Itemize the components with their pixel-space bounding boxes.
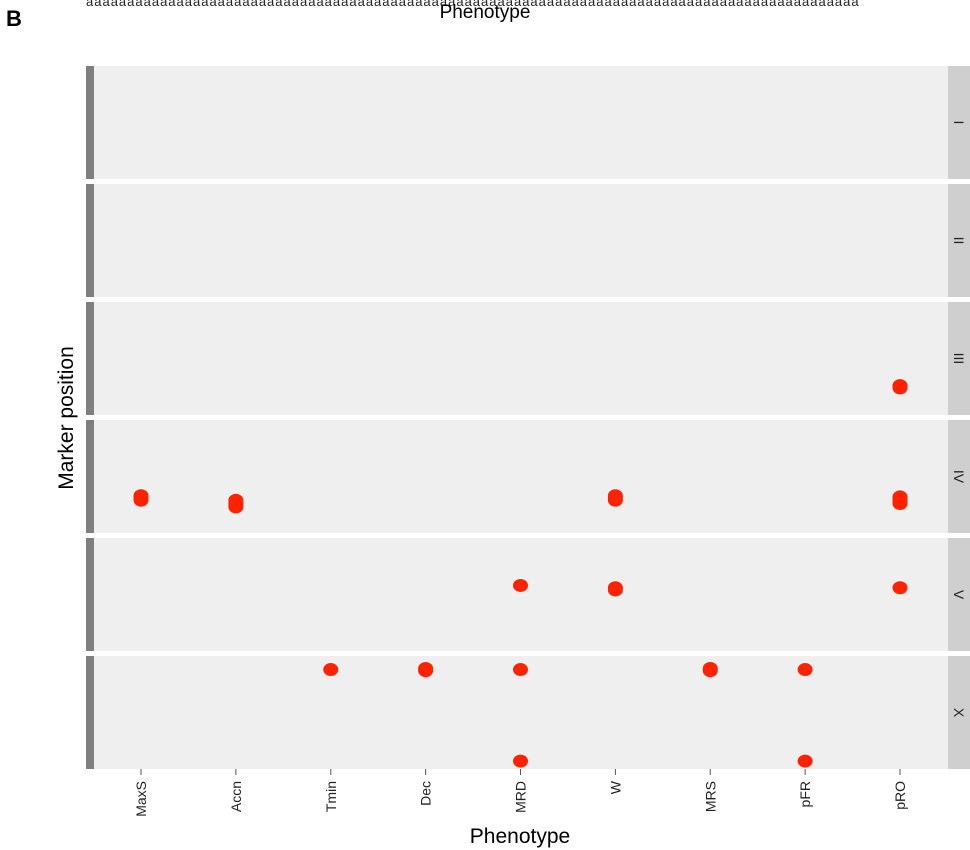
data-point-X-pFR (797, 754, 813, 768)
facet-left-bar (86, 656, 94, 769)
facet-left-bar (86, 302, 94, 415)
facet-strip-I (948, 66, 970, 179)
facet-strip-X (948, 656, 970, 769)
data-point-X-Tmin (323, 663, 339, 677)
data-point-IV-Accn (228, 500, 244, 514)
facet-left-bar (86, 184, 94, 297)
x-tick-label-Accn: Accn (228, 781, 244, 812)
facet-panel-I (94, 66, 948, 179)
facet-left-bar (86, 538, 94, 651)
x-tick-label-MRS: MRS (702, 781, 718, 812)
facet-panel-V (94, 538, 948, 651)
top-axis-title: Phenotype (439, 2, 531, 23)
facet-left-bar (86, 66, 94, 179)
data-point-X-MRD (513, 663, 528, 677)
data-point-V-MRD (513, 578, 528, 592)
facet-label-V: V (951, 590, 967, 600)
x-tick-label-MRD: MRD (513, 781, 529, 813)
facet-label-IV: IV (951, 470, 967, 484)
x-axis-label: Phenotype (470, 825, 570, 848)
facet-label-III: III (951, 353, 967, 365)
facet-panel-III (94, 302, 948, 415)
x-tick-label-pRO: pRO (892, 781, 908, 810)
x-tick-label-W: W (607, 780, 623, 794)
facet-strip-IV (948, 420, 970, 533)
data-point-III-pRO (892, 381, 908, 395)
data-point-X-MRD (513, 754, 528, 768)
facet-strip-V (948, 538, 970, 651)
facet-panel-II (94, 184, 948, 297)
facet-left-bar (86, 420, 94, 533)
x-tick-label-Tmin: Tmin (323, 781, 339, 812)
x-tick-label-pFR: pFR (797, 781, 813, 807)
facet-strip-II (948, 184, 970, 297)
data-point-X-pFR (797, 663, 813, 677)
data-point-IV-W (607, 493, 623, 507)
x-tick-label-Dec: Dec (418, 781, 434, 806)
data-points (133, 379, 908, 768)
data-point-X-MRS (702, 664, 718, 678)
data-point-X-Dec (418, 664, 434, 678)
data-point-IV-MaxS (133, 493, 149, 507)
data-point-V-pRO (892, 581, 908, 595)
facet-label-I: I (951, 121, 967, 125)
facet-strip-III (948, 302, 970, 415)
y-axis-label: Marker position (55, 346, 78, 490)
data-point-IV-pRO (892, 497, 908, 511)
x-tick-label-MaxS: MaxS (133, 781, 149, 817)
facet-label-X: X (951, 708, 967, 718)
x-tick-labels: MaxS Accn Tmin Dec MRD W MRS pFR pRO (133, 769, 908, 817)
panel-label: B (6, 6, 22, 31)
facet-label-II: II (951, 237, 967, 245)
data-point-V-W (607, 583, 623, 597)
top-tick-residue: aaaaaaaaaaaaaaaaaaaaaaaaaaaaaaaaaaaaaaaa… (86, 0, 946, 6)
facet-panel-IV (94, 420, 948, 533)
